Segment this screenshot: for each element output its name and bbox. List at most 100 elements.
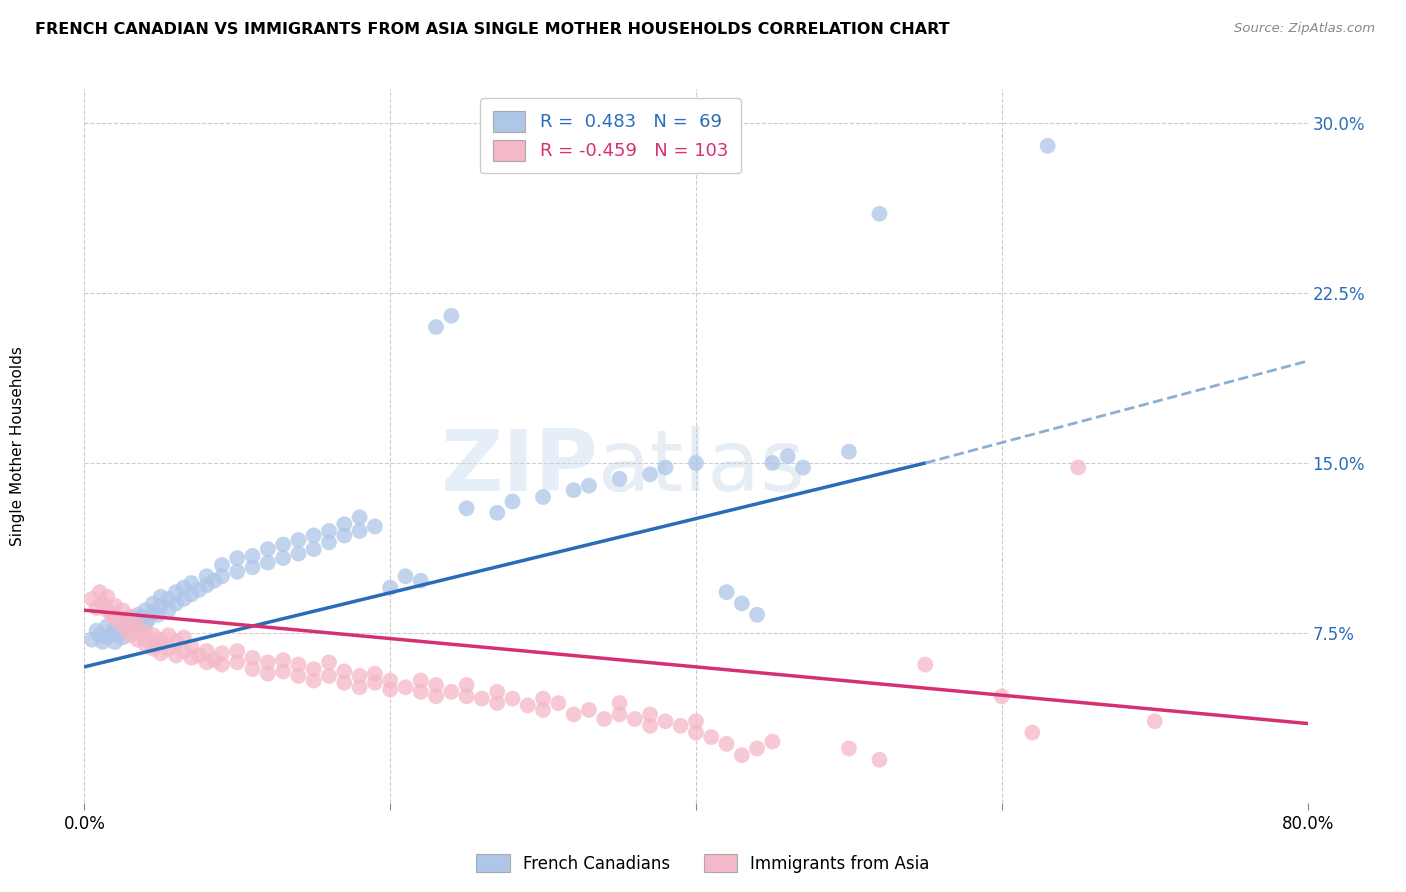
Point (157, 628, 180, 642)
Point (188, 648, 211, 663)
Point (425, 678, 447, 692)
Point (120, 615, 142, 629)
Point (792, 460, 814, 475)
Point (142, 628, 165, 642)
Point (127, 632, 149, 647)
Point (624, 712, 647, 726)
Point (149, 590, 172, 604)
Point (107, 610, 129, 624)
Point (271, 653, 294, 667)
Point (127, 621, 149, 635)
Point (96, 619, 118, 633)
Point (104, 612, 127, 626)
Point (349, 680, 371, 694)
Point (287, 669, 309, 683)
Point (486, 506, 509, 520)
Point (761, 456, 783, 470)
Point (111, 619, 134, 633)
Point (173, 644, 195, 658)
Point (747, 607, 769, 622)
Point (502, 691, 524, 706)
Text: FRENCH CANADIAN VS IMMIGRANTS FROM ASIA SINGLE MOTHER HOUSEHOLDS CORRELATION CHA: FRENCH CANADIAN VS IMMIGRANTS FROM ASIA … (35, 22, 950, 37)
Point (165, 597, 187, 611)
Point (991, 690, 1014, 704)
Point (440, 309, 463, 323)
Point (242, 662, 264, 676)
Point (195, 578, 218, 592)
Point (202, 574, 225, 588)
Point (149, 632, 172, 647)
Point (716, 737, 738, 751)
Point (157, 603, 180, 617)
Point (104, 599, 127, 613)
Point (211, 569, 233, 583)
Point (318, 656, 340, 670)
Point (456, 501, 478, 516)
Point (89, 585, 111, 599)
Point (302, 542, 325, 557)
Point (149, 646, 172, 660)
Point (180, 587, 202, 601)
Point (146, 637, 169, 651)
Legend: French Canadians, Immigrants from Asia: French Canadians, Immigrants from Asia (470, 847, 936, 880)
Point (838, 444, 860, 458)
Point (409, 685, 432, 699)
Point (318, 669, 340, 683)
Point (471, 691, 494, 706)
Point (111, 619, 134, 633)
Point (716, 585, 738, 599)
Point (96, 590, 118, 604)
Point (578, 703, 600, 717)
Point (380, 673, 402, 688)
Point (531, 490, 554, 504)
Point (425, 320, 447, 334)
Point (180, 576, 202, 591)
Point (226, 656, 249, 670)
Point (302, 662, 325, 676)
Point (349, 669, 371, 683)
Point (165, 585, 187, 599)
Point (122, 624, 145, 638)
Point (226, 565, 249, 579)
Point (211, 558, 233, 572)
Point (1036, 138, 1059, 153)
Point (654, 714, 676, 729)
Point (1067, 460, 1090, 475)
Point (609, 472, 631, 486)
Point (101, 626, 124, 640)
Point (242, 560, 264, 574)
Point (173, 631, 195, 645)
Point (104, 621, 127, 635)
Point (456, 690, 478, 704)
Point (531, 691, 554, 706)
Point (394, 680, 416, 694)
Point (609, 696, 631, 710)
Point (142, 597, 165, 611)
Text: Single Mother Households: Single Mother Households (10, 346, 24, 546)
Point (120, 610, 142, 624)
Point (1143, 714, 1166, 729)
Point (685, 456, 707, 470)
Point (91, 597, 114, 611)
Point (173, 581, 195, 595)
Point (349, 524, 371, 538)
Point (86, 624, 108, 638)
Point (318, 524, 340, 538)
Point (761, 734, 783, 748)
Point (776, 449, 799, 463)
Point (593, 712, 616, 726)
Point (173, 591, 195, 606)
Point (131, 628, 153, 642)
Point (180, 650, 202, 665)
Point (271, 537, 294, 551)
Point (638, 719, 661, 733)
Point (516, 698, 538, 713)
Point (135, 616, 157, 631)
Point (318, 535, 340, 549)
Point (195, 644, 218, 658)
Point (731, 597, 754, 611)
Point (562, 483, 585, 498)
Point (302, 673, 325, 688)
Point (257, 542, 280, 557)
Point (502, 494, 524, 508)
